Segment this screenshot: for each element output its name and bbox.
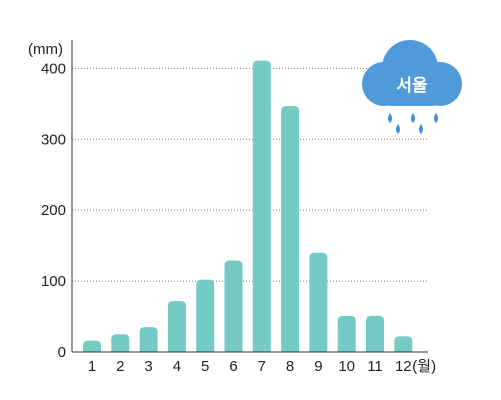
city-label: 서울 (396, 76, 428, 96)
y-tick-label: 400 (41, 60, 66, 77)
bar-month-9 (309, 252, 328, 352)
bar-month-5 (196, 279, 215, 352)
x-tick-label: 1 (88, 358, 96, 375)
x-tick-label: 4 (173, 358, 181, 375)
y-tick-labels: 0 100 200 300 400 (41, 60, 66, 361)
x-tick-label: 11 (367, 358, 383, 375)
y-tick-label: 100 (41, 273, 66, 290)
axes (71, 40, 428, 353)
x-axis-unit: (월) (412, 358, 436, 375)
bar-month-10 (337, 315, 356, 352)
x-tick-label: 3 (144, 358, 152, 375)
y-tick-label: 300 (41, 131, 66, 148)
bar-month-12 (394, 336, 413, 352)
x-tick-label: 8 (286, 358, 294, 375)
x-tick-labels: 1 2 3 4 5 6 7 8 9 10 11 12 (88, 358, 412, 375)
bars (83, 60, 413, 353)
x-tick-label: 5 (201, 358, 209, 375)
y-axis-unit: (mm) (28, 41, 63, 58)
x-tick-label: 10 (338, 358, 355, 375)
bar-month-4 (167, 300, 186, 352)
bar-month-8 (281, 105, 300, 352)
bar-month-6 (224, 260, 243, 352)
bar-month-7 (252, 60, 271, 353)
y-tick-label: 200 (41, 202, 66, 219)
y-tick-label: 0 (58, 344, 66, 361)
grid-lines (72, 67, 428, 282)
x-tick-label: 2 (116, 358, 124, 375)
x-tick-label: 6 (229, 358, 237, 375)
rain-drops (388, 113, 438, 134)
cloud-shape (362, 40, 462, 106)
x-tick-label: 12 (395, 358, 412, 375)
bar-month-3 (139, 327, 158, 352)
bar-month-2 (111, 334, 130, 352)
bar-month-11 (366, 315, 384, 352)
bar-month-1 (83, 340, 101, 352)
x-tick-label: 7 (258, 358, 266, 375)
rain-cloud-icon: 서울 (362, 40, 462, 134)
x-tick-label: 9 (314, 358, 322, 375)
